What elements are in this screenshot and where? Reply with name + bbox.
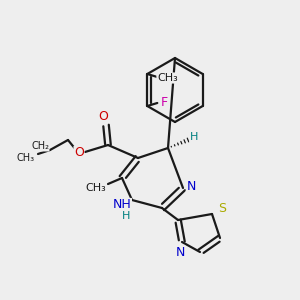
Text: S: S xyxy=(218,202,226,215)
Text: N: N xyxy=(186,179,196,193)
Text: CH₃: CH₃ xyxy=(157,73,178,83)
Text: NH: NH xyxy=(112,199,131,212)
Text: CH₂: CH₂ xyxy=(31,141,49,151)
Text: H: H xyxy=(190,132,198,142)
Text: CH₃: CH₃ xyxy=(85,183,106,193)
Text: O: O xyxy=(98,110,108,122)
Text: H: H xyxy=(122,211,130,221)
Text: N: N xyxy=(175,245,185,259)
Text: F: F xyxy=(161,95,168,109)
Text: O: O xyxy=(74,146,84,160)
Text: CH₃: CH₃ xyxy=(17,153,35,163)
